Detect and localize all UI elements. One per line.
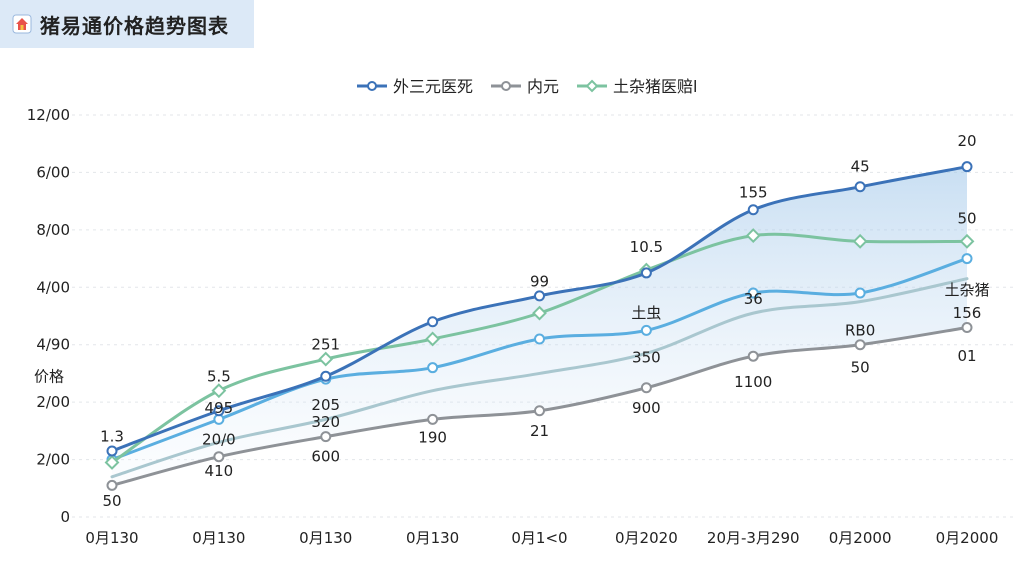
data-point[interactable] <box>320 370 332 382</box>
y-tick-label: 2/00 <box>36 393 70 411</box>
legend-marker <box>501 81 511 91</box>
data-point[interactable] <box>852 233 868 249</box>
data-point[interactable] <box>425 331 441 347</box>
data-point[interactable] <box>747 287 759 299</box>
data-point[interactable] <box>747 204 759 216</box>
y-tick-label: 4/90 <box>36 336 70 354</box>
data-point[interactable] <box>427 413 439 425</box>
data-label: 900 <box>632 399 661 417</box>
legend-item-label[interactable]: 土杂猪医赔l <box>613 77 697 96</box>
x-tick-label: 20月-3月290 <box>707 529 800 547</box>
data-point[interactable] <box>854 339 866 351</box>
legend-marker <box>585 79 599 93</box>
data-label: 350 <box>632 348 661 366</box>
legend-item-label[interactable]: 内元 <box>527 77 559 96</box>
data-label: 21 <box>530 422 549 440</box>
data-label: 156 <box>953 304 982 322</box>
x-tick-label: 0月130 <box>406 529 459 547</box>
data-point[interactable] <box>534 333 545 345</box>
data-label: 99 <box>530 273 549 291</box>
data-point[interactable] <box>427 316 439 328</box>
x-tick-label: 0月2020 <box>615 529 678 547</box>
data-point[interactable] <box>959 233 975 249</box>
data-point[interactable] <box>961 161 973 173</box>
data-label: 50 <box>102 492 121 510</box>
data-point[interactable] <box>640 267 652 279</box>
data-label: 45 <box>851 158 870 176</box>
legend-marker <box>367 81 377 91</box>
data-point[interactable] <box>640 382 652 394</box>
data-label: 50 <box>957 209 976 227</box>
x-tick-label: 0月130 <box>299 529 352 547</box>
series-line-5 <box>110 277 969 479</box>
y-tick-label: 0 <box>60 508 70 526</box>
data-label: 5.5 <box>207 367 231 385</box>
x-tick-label: 0月1<0 <box>511 529 567 547</box>
data-label: 320 <box>311 413 340 431</box>
legend-item-label[interactable]: 外三元医死 <box>393 77 473 96</box>
data-label: 410 <box>205 462 234 480</box>
y-axis-label: 价格 <box>34 367 64 385</box>
x-tick-label: 0月2000 <box>829 529 892 547</box>
data-point[interactable] <box>747 350 759 362</box>
data-point[interactable] <box>961 321 973 333</box>
data-point[interactable] <box>106 445 118 457</box>
y-tick-label: 8/00 <box>36 221 70 239</box>
data-point[interactable] <box>106 479 118 491</box>
data-point[interactable] <box>961 253 973 265</box>
data-point[interactable] <box>211 383 227 399</box>
data-label: 190 <box>418 429 447 447</box>
data-point[interactable] <box>745 228 761 244</box>
title-bar: 猪易通价格趋势图表 <box>0 0 254 48</box>
y-tick-label: 6/00 <box>36 163 70 181</box>
data-label: 1100 <box>734 373 772 391</box>
data-point[interactable] <box>640 324 652 336</box>
data-label: 20 <box>957 132 976 150</box>
data-label: 01 <box>957 347 976 365</box>
data-label: 36 <box>744 290 763 308</box>
data-label: 土虫 <box>631 304 661 322</box>
data-point[interactable] <box>318 351 334 367</box>
series-area <box>112 166 967 486</box>
data-point[interactable] <box>213 405 225 417</box>
data-label: RB0 <box>845 321 875 339</box>
x-tick-label: 0月130 <box>85 529 138 547</box>
data-point[interactable] <box>427 362 439 374</box>
x-tick-label: 0月130 <box>192 529 245 547</box>
data-label: 20/0 <box>202 430 236 448</box>
data-label: 205 <box>311 396 340 414</box>
data-label: 495 <box>205 399 234 417</box>
data-point[interactable] <box>534 290 545 302</box>
chart-title: 猪易通价格趋势图表 <box>40 13 229 38</box>
data-label: 600 <box>311 448 340 466</box>
y-tick-label: 2/00 <box>36 451 70 469</box>
data-label: 土杂猪 <box>944 281 989 299</box>
data-point[interactable] <box>104 455 120 470</box>
data-point[interactable] <box>854 287 866 299</box>
data-label: 251 <box>311 336 340 354</box>
y-tick-label: 4/00 <box>36 278 70 296</box>
data-label: 1.3 <box>100 428 124 446</box>
home-chart-icon <box>12 14 32 34</box>
data-label: 155 <box>739 184 768 202</box>
y-tick-label: 12/00 <box>27 106 70 124</box>
data-point[interactable] <box>854 181 866 193</box>
data-label: 10.5 <box>630 238 663 256</box>
data-point[interactable] <box>213 451 225 463</box>
data-label: 50 <box>851 359 870 377</box>
x-tick-label: 0月2000 <box>936 529 999 547</box>
data-point[interactable] <box>320 431 332 443</box>
data-point[interactable] <box>532 305 547 321</box>
data-point[interactable] <box>534 405 545 417</box>
